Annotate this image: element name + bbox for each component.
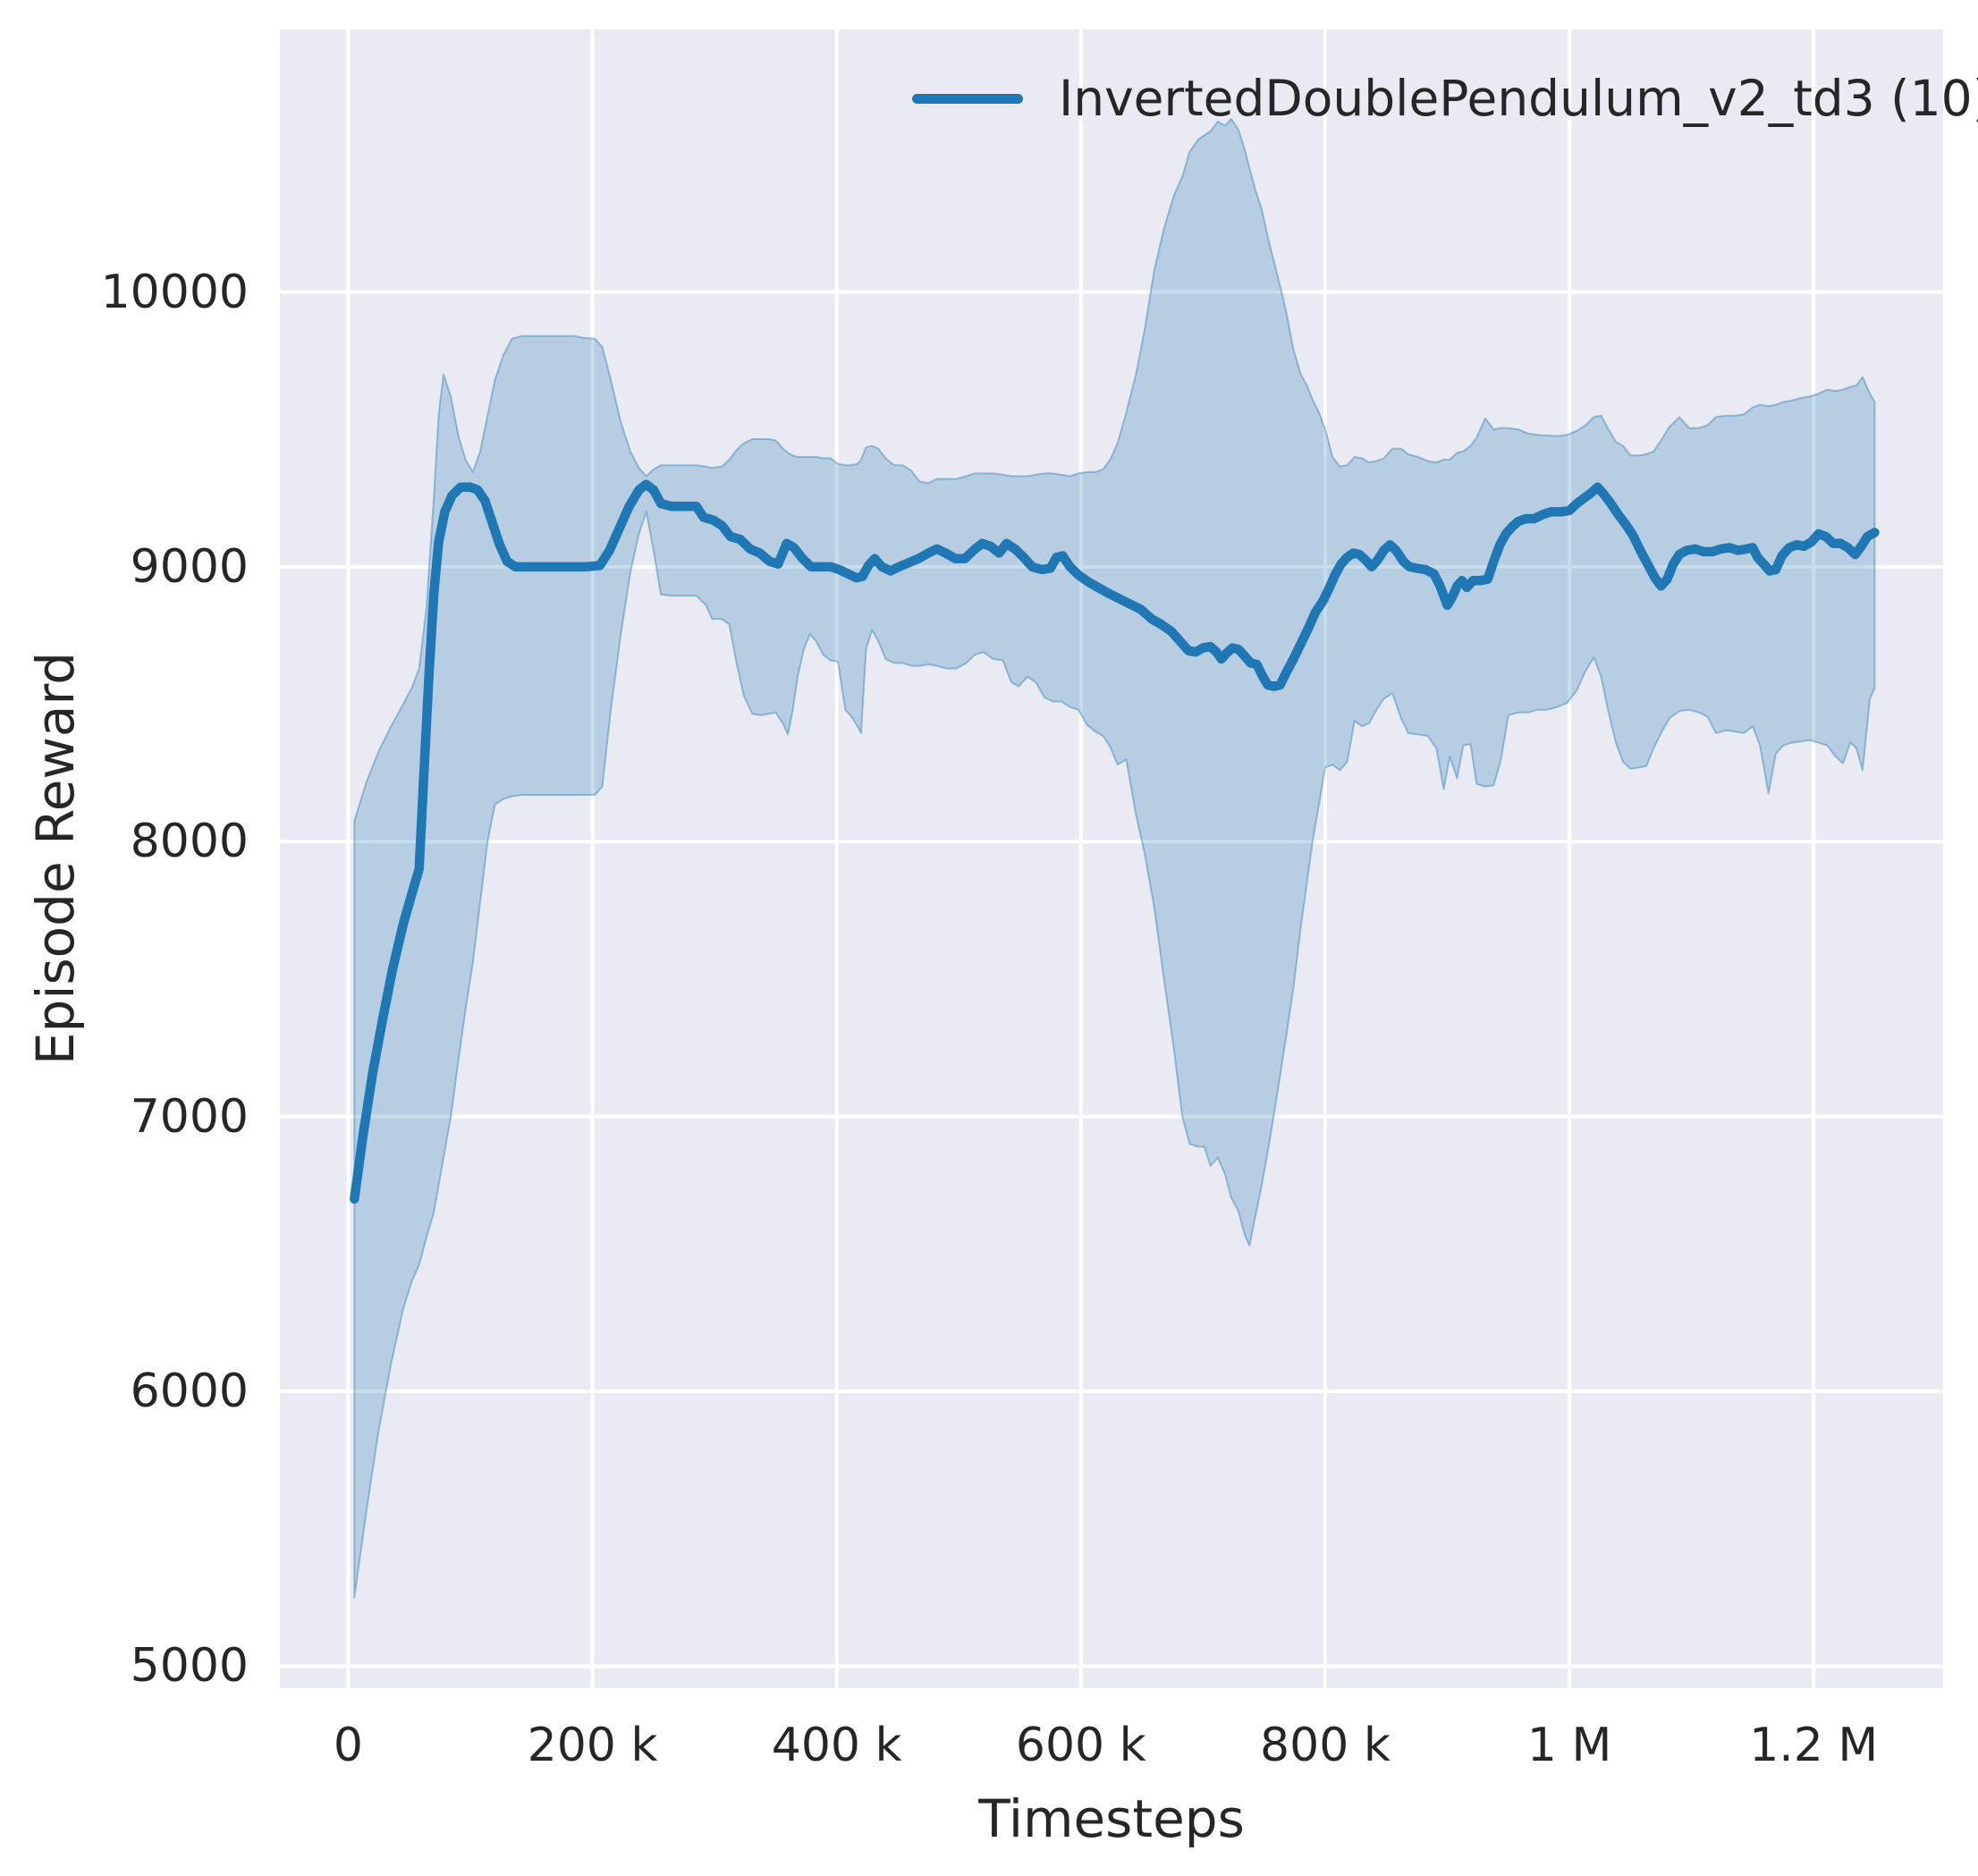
x-tick-label: 0 xyxy=(333,1719,364,1772)
x-tick-label: 800 k xyxy=(1260,1719,1391,1772)
legend-line-swatch xyxy=(912,93,1023,104)
mean-line xyxy=(350,479,1880,1204)
x-tick-label: 1.2 M xyxy=(1749,1719,1879,1772)
x-axis-label: Timesteps xyxy=(978,1788,1245,1849)
x-tick-label: 600 k xyxy=(1015,1719,1146,1772)
y-tick-label: 7000 xyxy=(130,1089,249,1144)
axes-background xyxy=(280,30,1943,1688)
y-tick-label: 9000 xyxy=(130,539,249,594)
y-tick-label: 8000 xyxy=(130,815,249,869)
legend: InvertedDoublePendulum_v2_td3 (10) xyxy=(912,70,1978,127)
y-tick-label: 10000 xyxy=(100,265,249,319)
legend-label: InvertedDoublePendulum_v2_td3 (10) xyxy=(1059,70,1978,127)
x-tick-label: 400 k xyxy=(771,1719,902,1772)
y-tick-label: 6000 xyxy=(130,1365,249,1419)
x-tick-label: 1 M xyxy=(1526,1719,1612,1772)
y-axis-label: Episode Reward xyxy=(25,651,86,1066)
x-tick-label: 200 k xyxy=(527,1719,658,1772)
confidence-band xyxy=(353,117,1876,1599)
y-tick-label: 5000 xyxy=(130,1639,249,1694)
